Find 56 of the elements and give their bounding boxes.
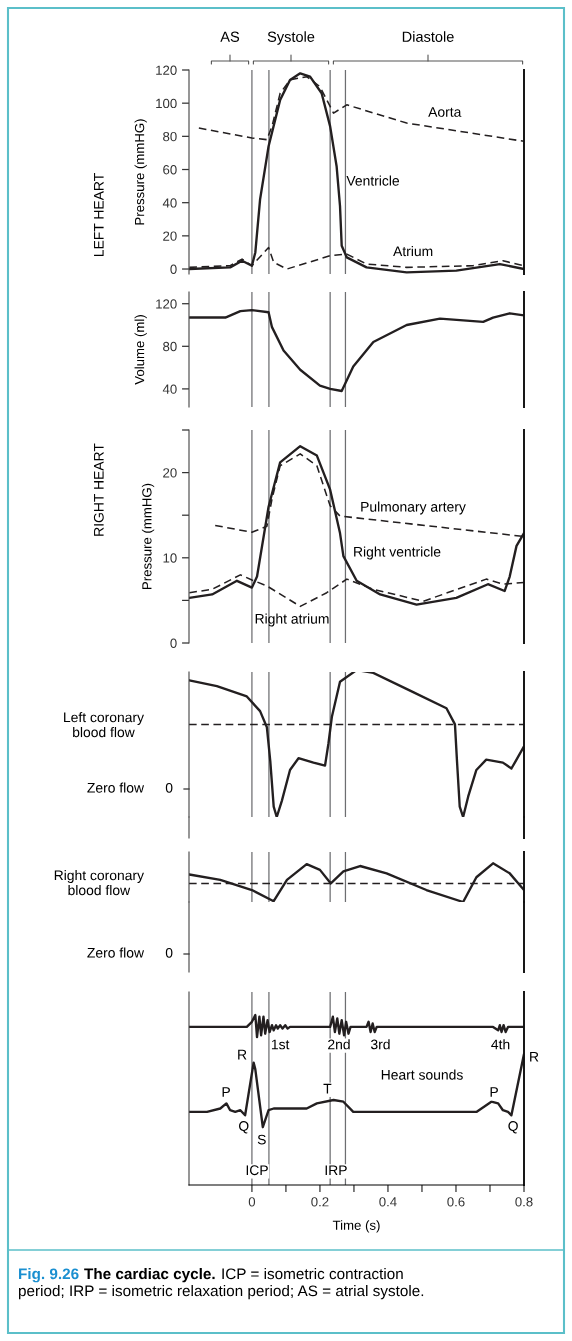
annotation: Aorta [428, 107, 462, 117]
y-tick-label: 60 [163, 165, 177, 175]
text: Zero flow [87, 947, 145, 958]
annotation: 4th [491, 1039, 510, 1050]
annotation: ICP [246, 1165, 268, 1176]
y-tick-label: 100 [156, 98, 177, 109]
annotation: IRP [325, 1165, 347, 1175]
y-tick-label: 120 [156, 299, 177, 309]
annotation: P [490, 1087, 498, 1097]
y-tick-label: 20 [163, 231, 177, 241]
text: Systole [267, 31, 315, 45]
annotation: Right atrium [255, 613, 329, 627]
x-tick-label: 0 [248, 1197, 256, 1207]
y-axis-title: Pressure (mmHG) [134, 119, 147, 225]
y-axis-title: Volume (ml) [134, 315, 147, 385]
text: period; IRP = isometric relaxation period; AS = atrial systole. [18, 1285, 424, 1300]
annotation: Atrium [393, 245, 433, 257]
y-tick-label: 40 [162, 198, 177, 208]
text: Diastole [402, 31, 454, 42]
y-tick-label: 120 [156, 65, 177, 75]
annotation: Q [508, 1121, 518, 1134]
text: The cardiac cycle. [84, 1268, 215, 1283]
annotation: 1st [271, 1039, 290, 1050]
text: R [530, 1052, 539, 1062]
annotation: S [257, 1134, 266, 1145]
annotation: Ventricle [346, 175, 400, 186]
text: RIGHT HEART [93, 443, 104, 536]
y-tick-label: 80 [163, 131, 177, 142]
caption: Fig. 9.26 [19, 1268, 79, 1283]
annotation: T [323, 1083, 332, 1094]
annotation: R [238, 1049, 247, 1060]
y-tick-label: 80 [163, 341, 177, 352]
annotation: 3rd [370, 1039, 390, 1050]
x-axis-title: Time (s) [332, 1220, 380, 1233]
y-tick-label: 10 [163, 553, 177, 563]
x-tick-label: 0.8 [515, 1197, 533, 1207]
y-tick-label: 0 [170, 264, 177, 274]
y-tick-label: 0 [170, 638, 177, 648]
text: ICP = isometric contraction [222, 1268, 403, 1280]
text: AS [220, 31, 240, 42]
annotation: Right ventricle [354, 546, 441, 560]
text: Zero flow [87, 782, 145, 793]
annotation: Heart sounds [381, 1069, 463, 1080]
y-tick-label: 20 [163, 468, 177, 478]
x-tick-label: 0.4 [379, 1197, 397, 1207]
annotation: Q [239, 1121, 249, 1134]
annotation: P [222, 1087, 230, 1097]
text: Left coronary blood flow [64, 712, 144, 738]
x-tick-label: 0.2 [311, 1197, 329, 1207]
text: Right coronary blood flow [54, 870, 144, 896]
y-tick-label: 40 [162, 384, 177, 394]
x-tick-label: 0.6 [447, 1197, 465, 1207]
text: LEFT HEART [94, 173, 104, 257]
y-axis-title: Pressure (mmHG) [141, 483, 155, 589]
annotation: 2nd [328, 1039, 350, 1050]
annotation: Pulmonary artery [361, 501, 466, 515]
